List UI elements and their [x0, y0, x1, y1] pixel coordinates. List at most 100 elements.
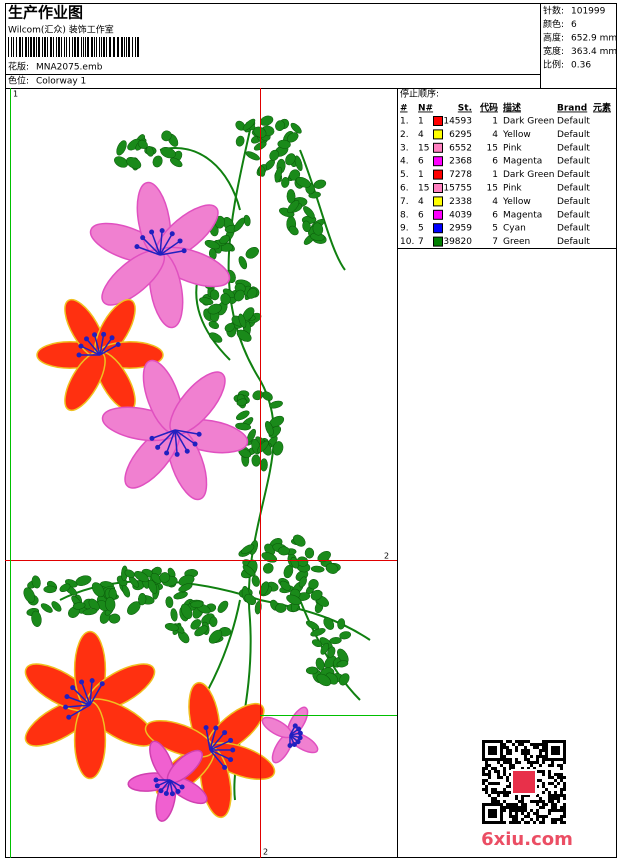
qr-module	[548, 800, 551, 803]
qr-module	[527, 761, 530, 764]
leaf	[286, 594, 302, 606]
qr-module	[506, 758, 509, 761]
qr-module	[515, 821, 518, 824]
stamen	[209, 749, 231, 761]
qr-module	[557, 800, 560, 803]
bar	[81, 37, 82, 57]
qr-module	[512, 806, 515, 809]
qr-module	[482, 782, 485, 785]
anther	[109, 335, 115, 341]
qr-module	[485, 788, 488, 791]
qr-module	[524, 758, 527, 761]
qr-module	[482, 773, 485, 776]
qr-module	[497, 782, 500, 785]
brand: Default	[557, 184, 590, 194]
qr-module	[551, 761, 554, 764]
qr-module	[560, 794, 563, 797]
bar	[137, 37, 139, 57]
bar	[94, 37, 95, 57]
anther	[297, 730, 303, 736]
qr-module	[551, 803, 554, 806]
qr-module	[548, 809, 551, 812]
leaf	[251, 575, 260, 587]
qr-module	[506, 752, 509, 755]
column-header: #	[400, 104, 408, 114]
anther	[292, 723, 298, 729]
watermark: 6xiu.com	[481, 829, 573, 850]
qr-module	[515, 761, 518, 764]
anther	[115, 342, 121, 347]
qr-module	[551, 800, 554, 803]
needle: 1	[418, 170, 424, 180]
qr-module	[509, 740, 512, 743]
qr-module	[521, 743, 524, 746]
qr-module	[536, 812, 539, 815]
column-header: 描述	[503, 102, 521, 114]
bar	[87, 37, 89, 57]
leaf	[146, 146, 154, 157]
code: 4	[492, 130, 498, 140]
row-index: 1.	[400, 117, 409, 127]
needle: 7	[418, 237, 424, 247]
leaf	[209, 616, 218, 628]
qr-module	[563, 788, 566, 791]
qr-module	[521, 767, 524, 770]
leaf	[275, 120, 285, 131]
qr-module	[485, 791, 488, 794]
brand: Default	[557, 210, 590, 220]
bar	[91, 37, 93, 57]
row-index: 10.	[400, 237, 414, 247]
bar	[8, 37, 9, 57]
qr-module	[491, 782, 494, 785]
stamen	[142, 237, 161, 256]
leaf	[292, 534, 306, 547]
leaf	[337, 618, 346, 630]
qr-finder-core	[551, 746, 560, 755]
stamen	[157, 429, 176, 448]
leaf	[295, 177, 311, 188]
qr-module	[551, 782, 554, 785]
bar	[69, 37, 70, 57]
qr-module	[518, 821, 521, 824]
leaf	[244, 593, 257, 606]
colorway-label: 色位:	[8, 75, 29, 87]
qr-module	[482, 767, 485, 770]
qr-module	[503, 809, 506, 812]
qr-module	[551, 821, 554, 824]
bar	[44, 37, 46, 57]
qr-module	[488, 782, 491, 785]
leaf	[105, 597, 116, 612]
leaf	[245, 247, 259, 259]
qr-module	[551, 806, 554, 809]
column-header: 代码	[479, 102, 498, 114]
leaf	[194, 625, 208, 637]
bar	[50, 37, 52, 57]
design-file: MNA2075.emb	[36, 63, 103, 73]
anther	[192, 441, 198, 447]
leaf	[277, 139, 291, 149]
stamen	[136, 245, 161, 256]
description: Cyan	[503, 224, 526, 234]
qr-module	[539, 770, 542, 773]
qr-module	[497, 776, 500, 779]
leaf	[259, 581, 269, 596]
bar	[30, 37, 32, 57]
qr-module	[542, 791, 545, 794]
leaf	[245, 151, 260, 161]
leaf	[82, 608, 98, 616]
anther	[92, 332, 98, 338]
qr-module	[545, 803, 548, 806]
leaf	[224, 323, 235, 332]
bar	[128, 37, 130, 57]
qr-module	[491, 767, 494, 770]
qr-module	[512, 764, 515, 767]
qr-module	[542, 755, 545, 758]
qr-module	[536, 803, 539, 806]
qr-module	[563, 776, 566, 779]
bar	[99, 37, 100, 57]
info-value: 0.36	[571, 61, 591, 71]
bar	[117, 37, 119, 57]
qr-module	[542, 770, 545, 773]
anther	[78, 343, 84, 349]
qr-module	[539, 797, 542, 800]
